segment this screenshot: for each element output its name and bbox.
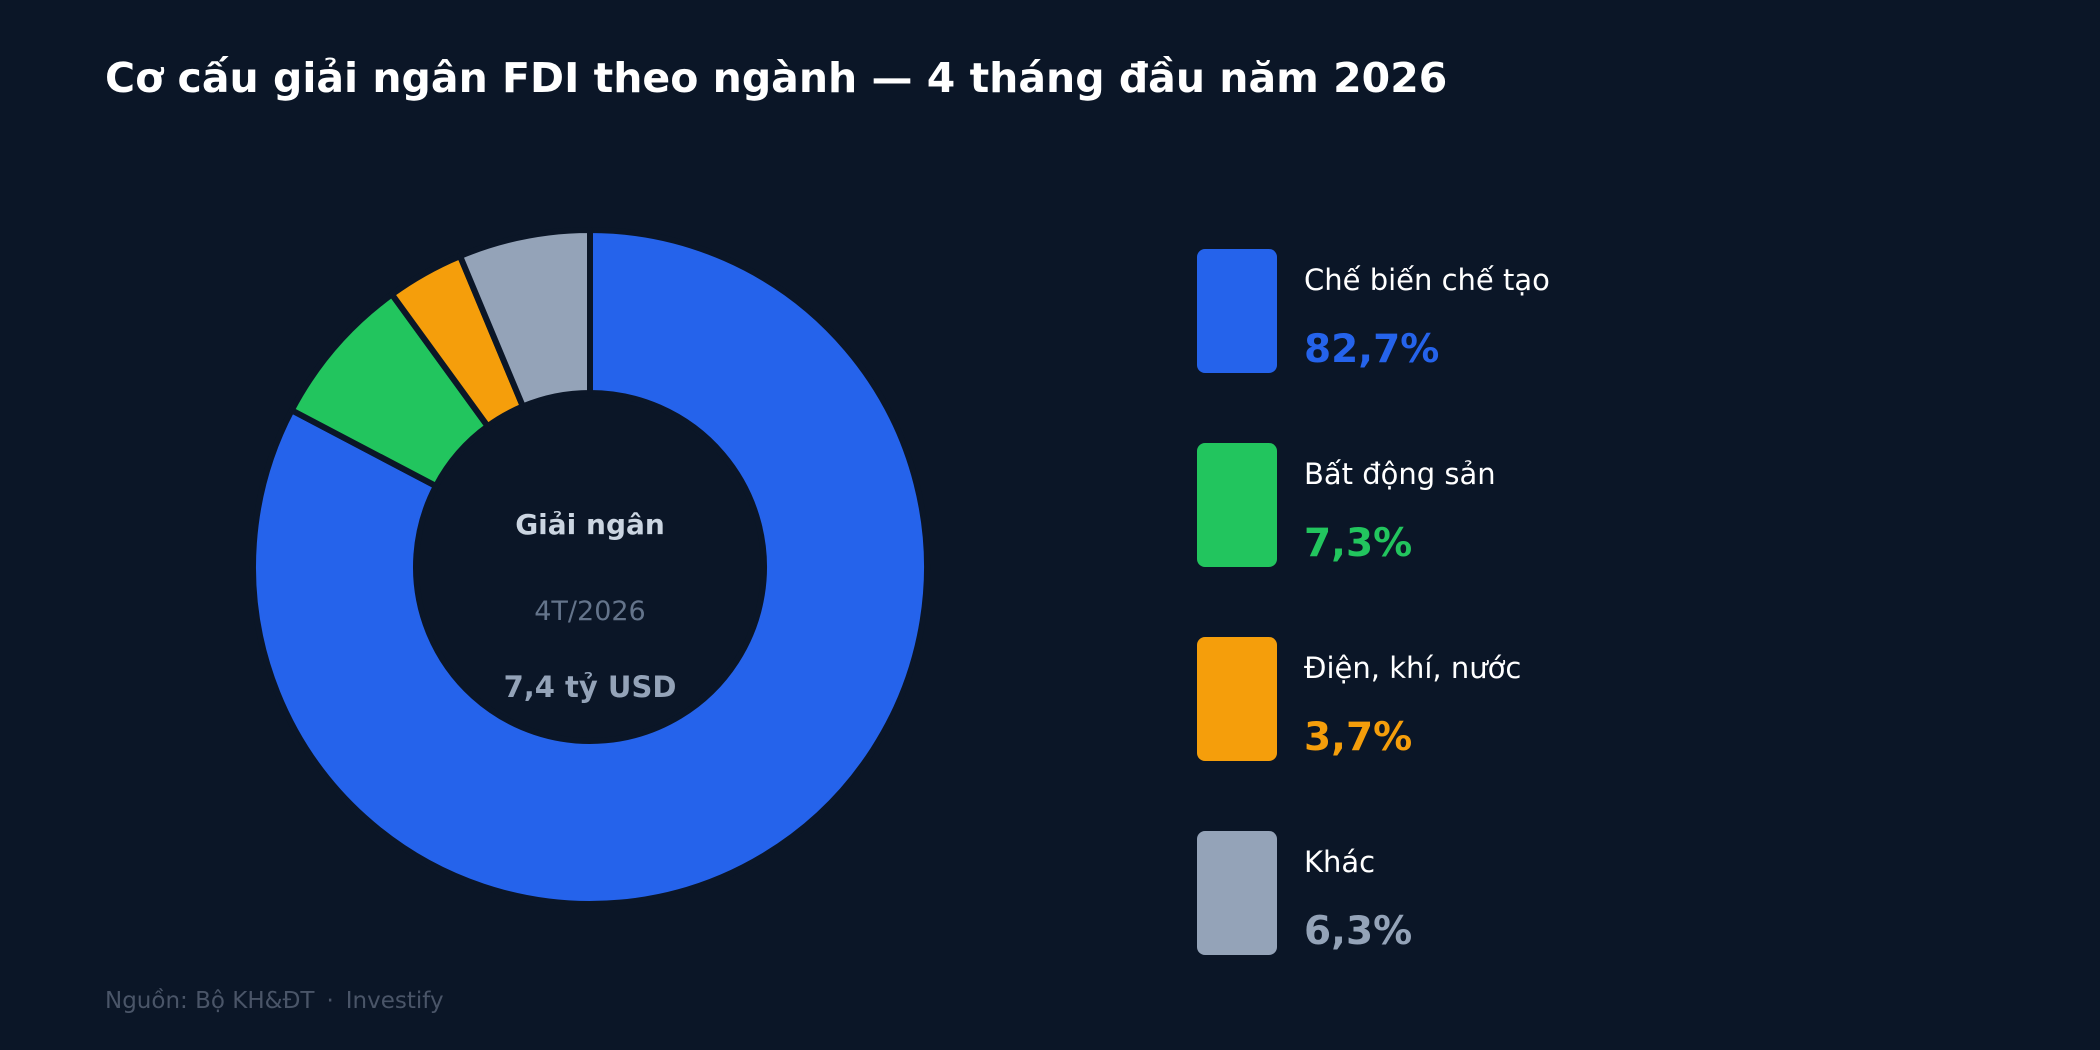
legend-value: 3,7% — [1304, 715, 1413, 760]
legend-swatch — [1197, 637, 1277, 761]
legend-label: Chế biến chế tạo — [1304, 263, 1550, 297]
legend-value: 6,3% — [1304, 909, 1413, 954]
legend-item: Khác 6,3% — [1197, 831, 1797, 957]
donut-chart: Giải ngân 4T/2026 7,4 tỷ USD — [250, 227, 930, 907]
legend-swatch — [1197, 249, 1277, 373]
source-brand: Investify — [345, 988, 444, 1014]
center-period: 4T/2026 — [534, 596, 645, 627]
legend-label: Điện, khí, nước — [1304, 651, 1522, 685]
legend-label: Khác — [1304, 845, 1376, 879]
donut-slices — [250, 227, 930, 907]
legend-swatch — [1197, 443, 1277, 567]
legend-value: 7,3% — [1304, 521, 1413, 566]
legend-item: Điện, khí, nước 3,7% — [1197, 637, 1797, 763]
legend-item: Chế biến chế tạo 82,7% — [1197, 249, 1797, 375]
legend-swatch — [1197, 831, 1277, 955]
source-text: Nguồn: Bộ KH&ĐT — [105, 988, 315, 1014]
donut-slice — [250, 227, 930, 907]
center-total: 7,4 tỷ USD — [504, 670, 677, 704]
source-note: Nguồn: Bộ KH&ĐT · Investify — [105, 988, 444, 1014]
legend-value: 82,7% — [1304, 327, 1440, 372]
source-separator: · — [326, 988, 334, 1014]
chart-title: Cơ cấu giải ngân FDI theo ngành — 4 thán… — [105, 54, 1448, 102]
donut-slice — [457, 227, 593, 410]
center-label: Giải ngân — [515, 508, 665, 541]
legend-label: Bất động sản — [1304, 457, 1496, 491]
legend-item: Bất động sản 7,3% — [1197, 443, 1797, 569]
